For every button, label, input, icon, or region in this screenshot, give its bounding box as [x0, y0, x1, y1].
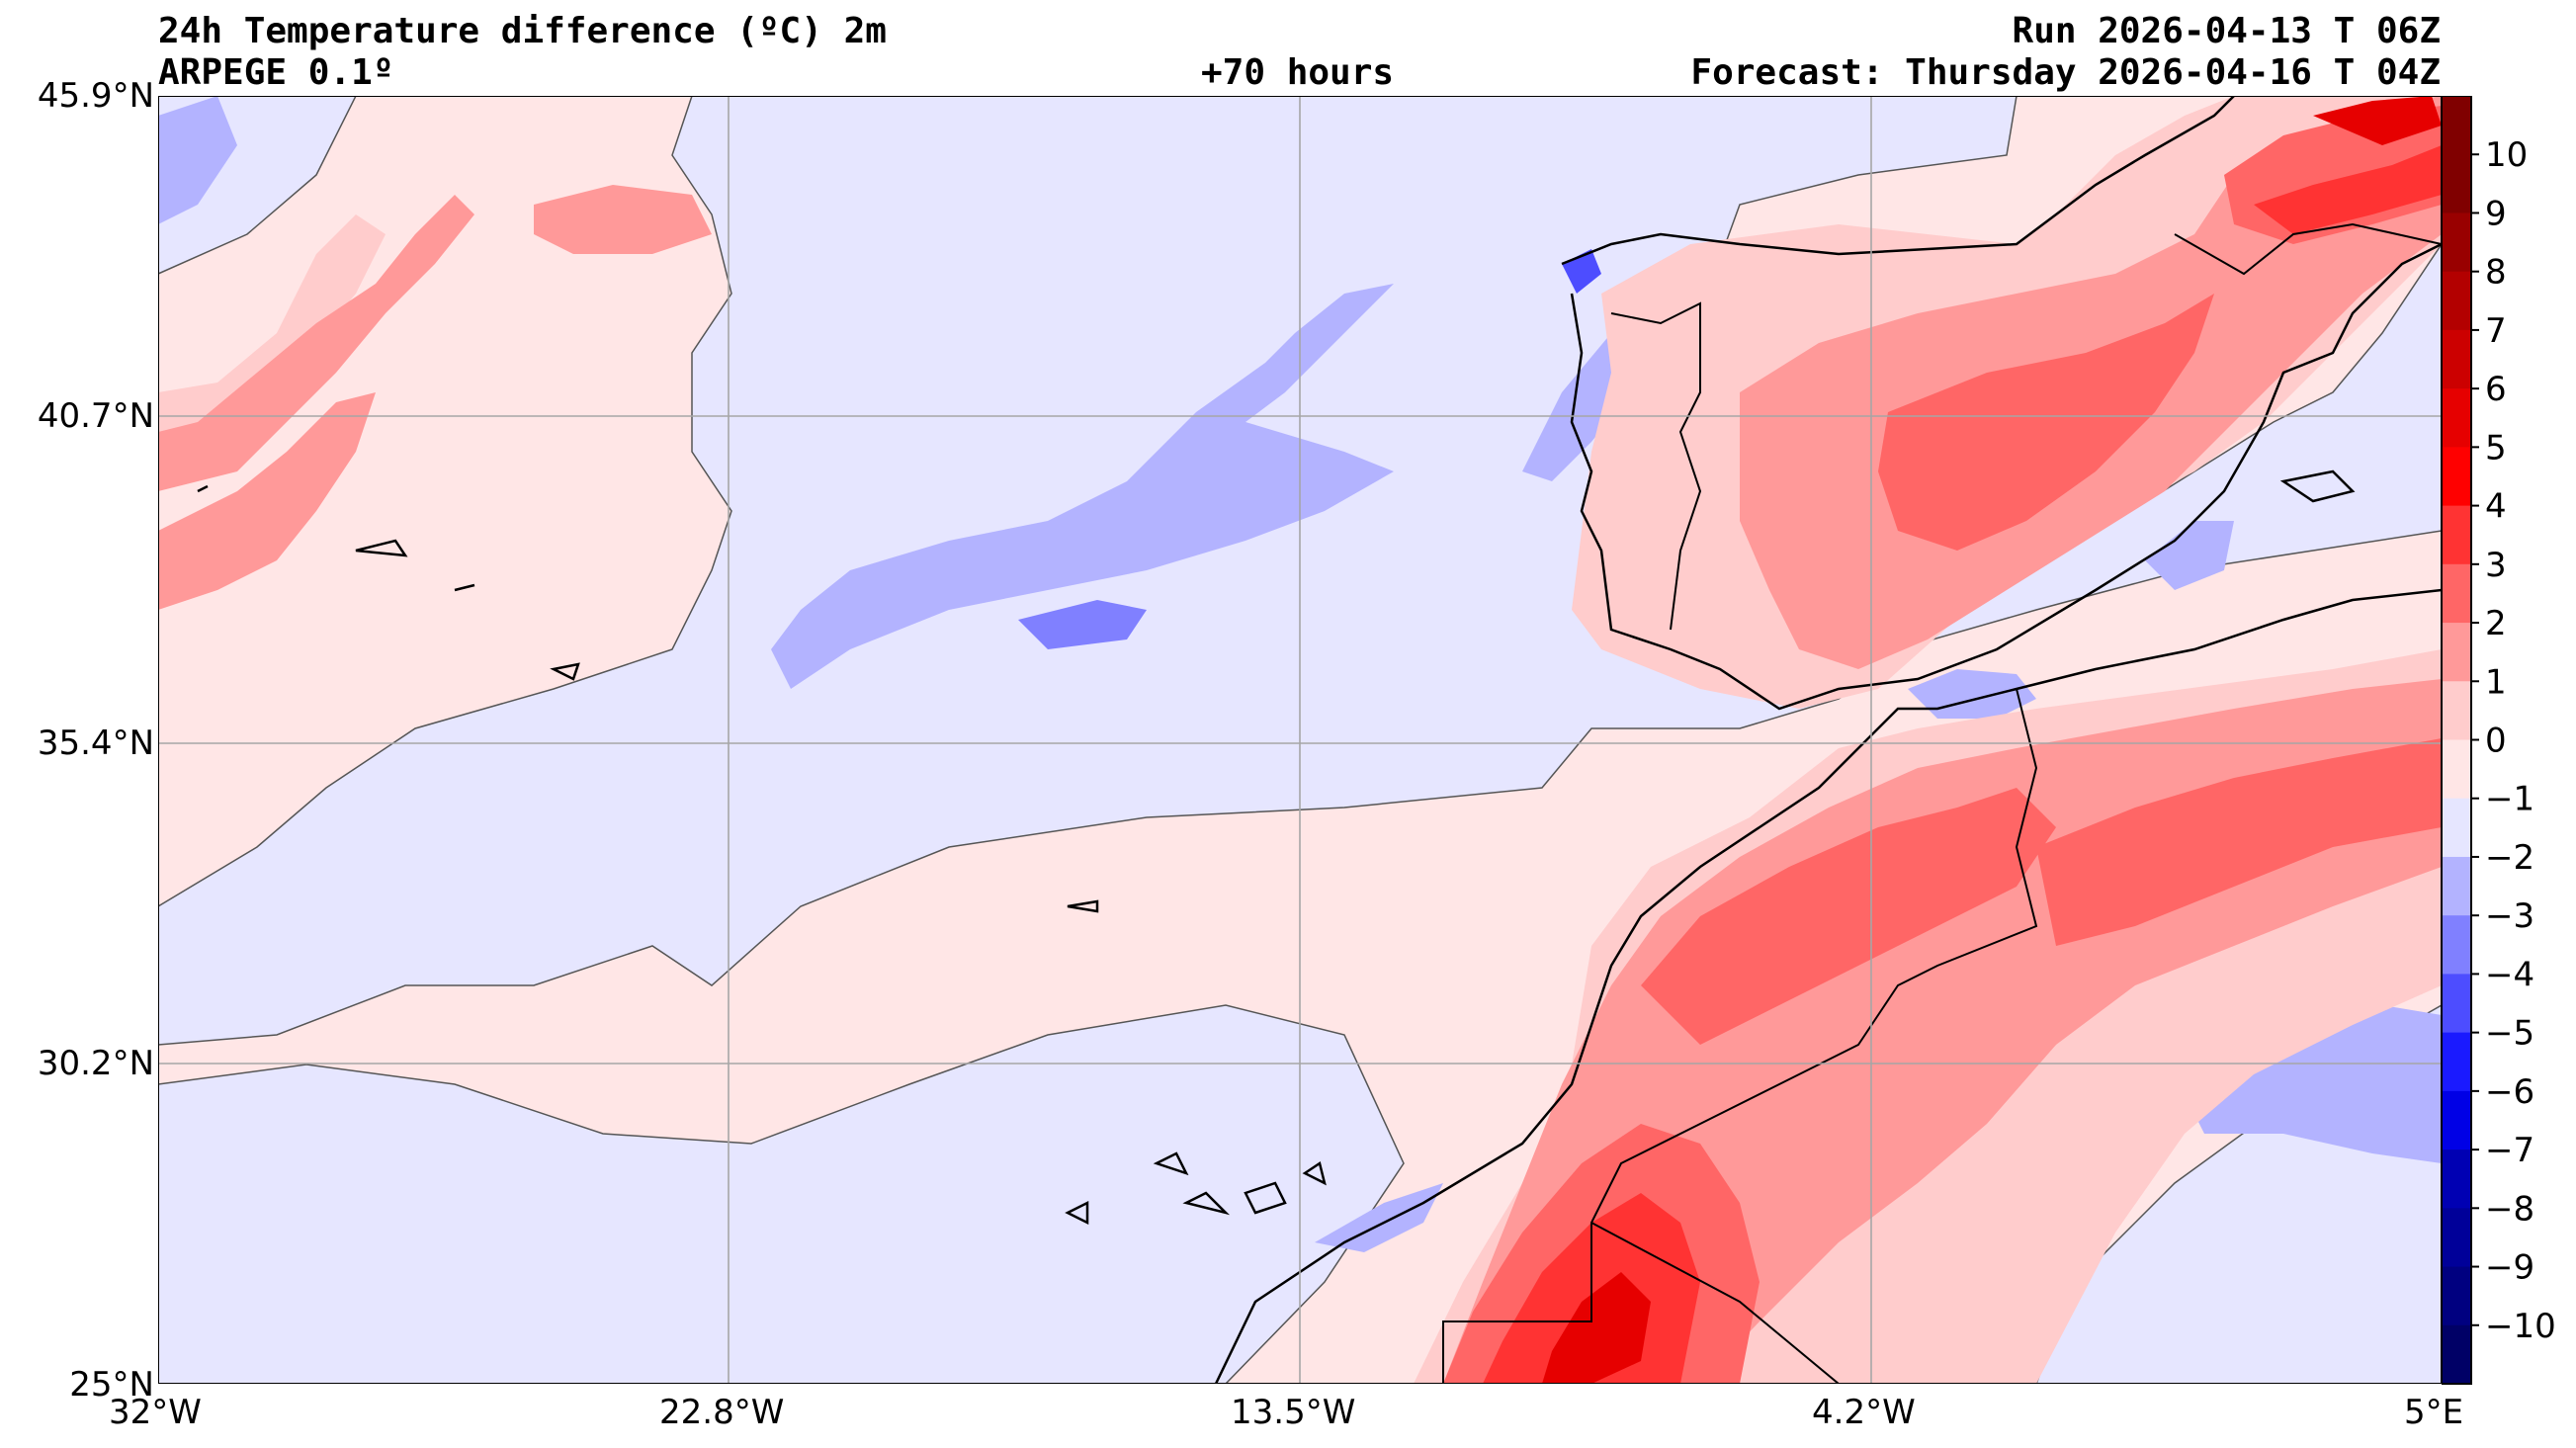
colorbar-bin	[2442, 388, 2471, 448]
lat-label-30.2: 30.2°N	[37, 1044, 154, 1083]
run-label: Run 2026-04-13 T 06Z	[2012, 11, 2441, 51]
colorbar-bin	[2442, 739, 2471, 800]
colorbar-tick-label: 10	[2485, 135, 2528, 175]
colorbar-bin	[2442, 623, 2471, 682]
lon-label-32W: 32°W	[109, 1393, 202, 1432]
lat-label-40.7: 40.7°N	[37, 396, 154, 436]
coastlines	[197, 96, 2442, 1384]
colorbar-bin	[2442, 563, 2471, 624]
colorbar-tick-label: 7	[2485, 311, 2507, 351]
lon-label-5E: 5°E	[2404, 1393, 2464, 1432]
colorbar-bin	[2442, 447, 2471, 507]
extreme-core-west-sahara	[1542, 1272, 1651, 1384]
colorbar-bin	[2442, 154, 2471, 213]
colorbar-bin	[2442, 974, 2471, 1034]
model-label: ARPEGE 0.1º	[158, 52, 394, 93]
colorbar-bin	[2442, 1032, 2471, 1092]
colorbar-tick-label: 4	[2485, 487, 2507, 527]
lon-label-4.2W: 4.2°W	[1812, 1393, 1916, 1432]
lon-label-22.8W: 22.8°W	[659, 1393, 785, 1432]
cool-patch-balearic	[2145, 521, 2234, 590]
coast-africa	[1214, 588, 2442, 1384]
colorbar-tick-label: 9	[2485, 194, 2507, 233]
coast-mallorca	[2279, 469, 2356, 503]
colorbar-bin	[2442, 915, 2471, 975]
lon-label-13.5W: 13.5°W	[1231, 1393, 1356, 1432]
colorbar-bin	[2442, 271, 2471, 331]
colorbar-bin	[2442, 1150, 2471, 1209]
colorbar-tick-label: −8	[2485, 1189, 2534, 1229]
colorbar-tick-label: 5	[2485, 428, 2507, 468]
coast-madeira	[1067, 899, 1099, 913]
very-hot-core-pyrenees	[2254, 145, 2442, 234]
map-title: 24h Temperature difference (ºC) 2m	[158, 11, 887, 51]
graticule	[158, 96, 2442, 1384]
colorbar-bin	[2442, 329, 2471, 389]
colorbar-bin	[2442, 798, 2471, 858]
cool-patch-alboran	[1908, 669, 2036, 719]
colorbar-tick-label: 0	[2485, 722, 2507, 761]
temperature-difference-map	[158, 96, 2442, 1384]
cool-patch-sahara	[2185, 1005, 2442, 1163]
warm-band-west-atlantic	[158, 185, 712, 610]
colorbar-tick-label: −10	[2485, 1307, 2556, 1346]
colorbar-tick-label: −9	[2485, 1248, 2534, 1288]
cool-patch-nw	[158, 96, 237, 224]
forecast-label: Forecast: Thursday 2026-04-16 T 04Z	[1690, 52, 2441, 93]
coast-canary-islands	[1065, 1151, 1327, 1226]
lead-time-label: +70 hours	[1201, 52, 1395, 93]
colorbar-tick-label: −6	[2485, 1072, 2534, 1112]
coast-azores	[197, 484, 580, 681]
cool-region-southwest	[158, 1004, 1405, 1384]
cool-patch-west-sahara-coast	[1315, 1183, 1443, 1252]
hot-core-morocco	[1641, 738, 2442, 1045]
colorbar-bin	[2442, 1090, 2471, 1150]
colorbar-bin	[2442, 681, 2471, 740]
colorbar-tick-label: −7	[2485, 1131, 2534, 1170]
colorbar-bin	[2442, 213, 2471, 273]
colorbar-tick-label: 8	[2485, 253, 2507, 293]
colorbar-tick-label: −3	[2485, 896, 2534, 936]
warm-region-west-atlantic	[158, 214, 386, 442]
colorbar-tick-label: −1	[2485, 780, 2534, 819]
colorbar-bin	[2442, 1208, 2471, 1268]
cool-patch-azores-3	[1018, 600, 1147, 649]
colorbar-bin	[2442, 1266, 2471, 1326]
lat-label-35.4: 35.4°N	[37, 724, 154, 763]
lat-label-45.9: 45.9°N	[37, 76, 154, 116]
colorbar-tick-label: 2	[2485, 604, 2507, 643]
lat-label-25: 25°N	[69, 1365, 154, 1405]
colorbar-bin	[2442, 1324, 2471, 1385]
colorbar-tick-label: −5	[2485, 1014, 2534, 1054]
colorbar-tick-label: −2	[2485, 838, 2534, 878]
colorbar-bin	[2442, 505, 2471, 565]
colorbar-tick-label: 6	[2485, 370, 2507, 409]
coast-iberia	[1561, 96, 2442, 711]
colorbar-bin	[2442, 856, 2471, 916]
cool-patch-azores-ridge	[771, 284, 1394, 689]
colorbar-tick-label: 1	[2485, 662, 2507, 702]
colorbar-tick-label: −4	[2485, 955, 2534, 994]
extreme-core-pyrenees	[2313, 96, 2442, 145]
country-borders	[1442, 222, 2442, 1384]
colorbar-bin	[2442, 96, 2471, 155]
colorbar-tick-label: 3	[2485, 546, 2507, 585]
